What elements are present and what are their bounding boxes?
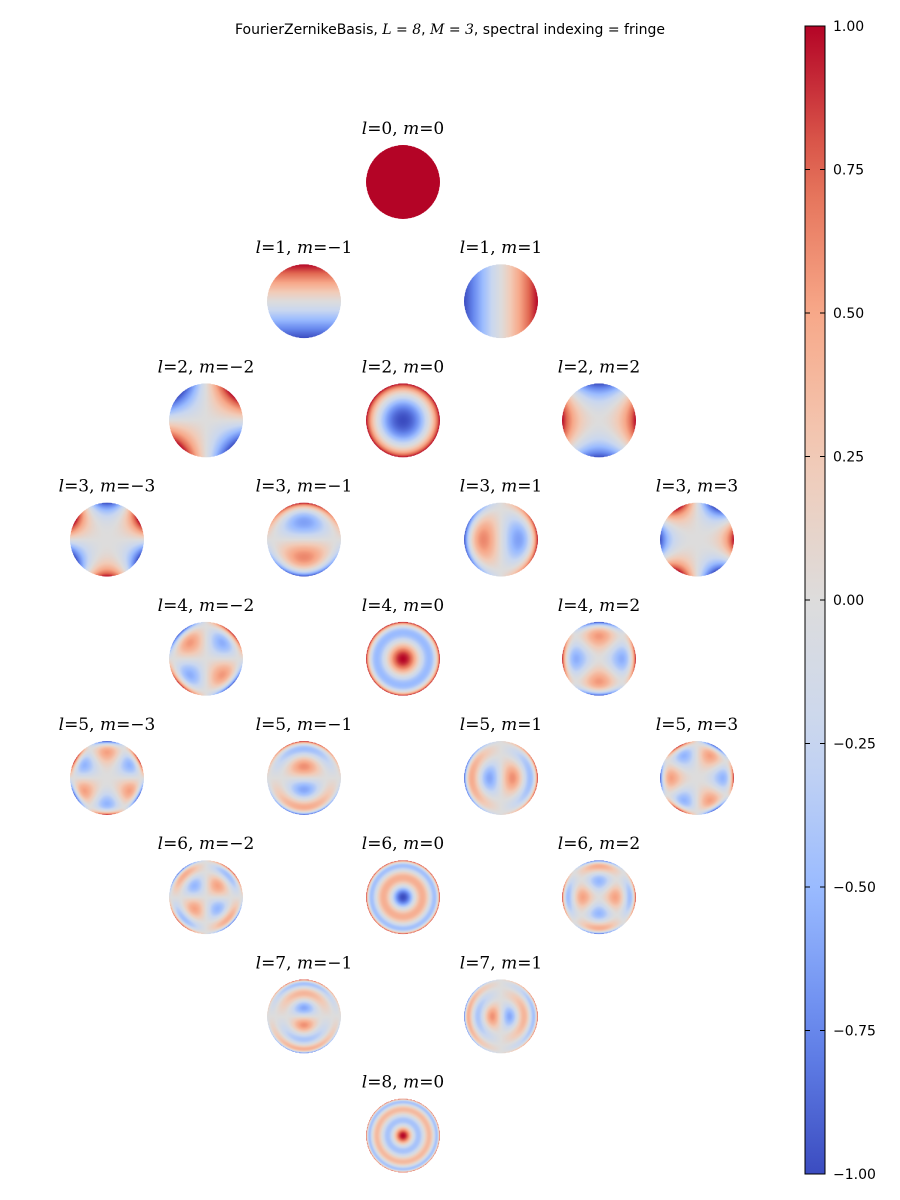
zernike-panel-l2-mneg2 [169, 383, 243, 458]
zernike-mode-image [267, 979, 341, 1054]
colorbar-tick-label: 0.50 [833, 306, 864, 322]
panels-group: l=0, m=0 l=1, m=−1 l=1, m=1 l=2, m=−2 l=2, m… [59, 119, 739, 1173]
colorbar-tick-label: 0.25 [833, 450, 864, 466]
zernike-mode-image [169, 621, 243, 696]
zernike-panel-l5-m1 [464, 741, 538, 815]
zernike-mode-image [267, 741, 341, 815]
zernike-mode-image [366, 145, 440, 219]
zernike-panel-l0-m0 [366, 145, 440, 219]
chart-title: FourierZernikeBasis, L = 8, M = 3, spect… [235, 22, 665, 38]
zernike-panel-l6-m0 [366, 860, 440, 935]
zernike-panel-l2-m2 [562, 383, 636, 458]
zernike-mode-image [562, 383, 636, 458]
zernike-mode-image [169, 383, 243, 458]
panel-label: l=4, m=2 [558, 596, 641, 616]
panel-label: l=6, m=2 [558, 834, 641, 854]
zernike-mode-image [464, 264, 538, 339]
zernike-panel-l6-mneg2 [169, 860, 243, 935]
zernike-mode-image [660, 741, 734, 815]
panel-label: l=4, m=0 [362, 596, 445, 616]
panel-label: l=3, m=−3 [59, 477, 156, 497]
panel-label: l=6, m=−2 [158, 834, 255, 854]
zernike-mode-image [169, 860, 243, 935]
panel-label: l=8, m=0 [362, 1073, 445, 1093]
zernike-mode-image [366, 860, 440, 935]
colorbar-tick-label: 1.00 [833, 19, 864, 35]
panel-label: l=5, m=1 [460, 715, 543, 735]
zernike-panel-l5-mneg1 [267, 741, 341, 815]
zernike-panel-l4-m0 [366, 621, 440, 696]
panel-label: l=5, m=−3 [59, 715, 156, 735]
panel-label: l=7, m=−1 [256, 953, 353, 973]
zernike-mode-image [366, 383, 440, 458]
panel-label: l=1, m=−1 [256, 238, 353, 258]
colorbar-tick-label: 0.75 [833, 163, 864, 179]
panel-label: l=4, m=−2 [158, 596, 255, 616]
zernike-mode-image [562, 860, 636, 935]
panel-label: l=5, m=−1 [256, 715, 353, 735]
panel-label: l=7, m=1 [460, 953, 543, 973]
panel-label: l=1, m=1 [460, 238, 543, 258]
zernike-panel-l7-mneg1 [267, 979, 341, 1054]
panel-label: l=3, m=1 [460, 477, 543, 497]
zernike-mode-image [366, 1098, 440, 1173]
zernike-panel-l3-m3 [660, 502, 734, 577]
zernike-panel-l1-m1 [464, 264, 538, 339]
panel-label: l=3, m=−1 [256, 477, 353, 497]
zernike-mode-image [70, 502, 144, 577]
panel-label: l=3, m=3 [656, 477, 739, 497]
panel-label: l=2, m=2 [558, 357, 641, 377]
zernike-panel-l3-mneg3 [70, 502, 144, 577]
zernike-panel-l6-m2 [562, 860, 636, 935]
zernike-mode-image [464, 979, 538, 1054]
zernike-panel-l4-mneg2 [169, 621, 243, 696]
colorbar: 1.00 0.75 0.50 0.25 0.00 −0.25 −0.50 −0.75 −1.00 [804, 19, 876, 1183]
zernike-panel-l4-m2 [562, 621, 636, 696]
zernike-panel-l2-m0 [366, 383, 440, 458]
zernike-panel-l7-m1 [464, 979, 538, 1054]
zernike-panel-l5-mneg3 [70, 741, 144, 815]
colorbar-tick-label: 0.00 [833, 593, 864, 609]
zernike-mode-image [366, 621, 440, 696]
panel-label: l=0, m=0 [362, 119, 445, 139]
panel-label: l=2, m=0 [362, 357, 445, 377]
zernike-mode-image [562, 621, 636, 696]
colorbar-tick-label: −0.25 [833, 737, 876, 753]
zernike-mode-image [464, 502, 538, 577]
zernike-mode-image [70, 741, 144, 815]
zernike-panel-l1-mneg1 [267, 264, 341, 339]
zernike-mode-image [267, 264, 341, 339]
zernike-panel-l3-mneg1 [267, 502, 341, 577]
colorbar-tick-label: −1.00 [833, 1167, 876, 1183]
colorbar-tick-label: −0.50 [833, 880, 876, 896]
zernike-panel-l8-m0 [366, 1098, 440, 1173]
zernike-panel-l3-m1 [464, 502, 538, 577]
colorbar-tick-label: −0.75 [833, 1024, 876, 1040]
zernike-mode-image [660, 502, 734, 577]
zernike-mode-image [267, 502, 341, 577]
panel-label: l=2, m=−2 [158, 357, 255, 377]
panel-label: l=6, m=0 [362, 834, 445, 854]
panel-label: l=5, m=3 [656, 715, 739, 735]
zernike-panel-l5-m3 [660, 741, 734, 815]
zernike-mode-image [464, 741, 538, 815]
